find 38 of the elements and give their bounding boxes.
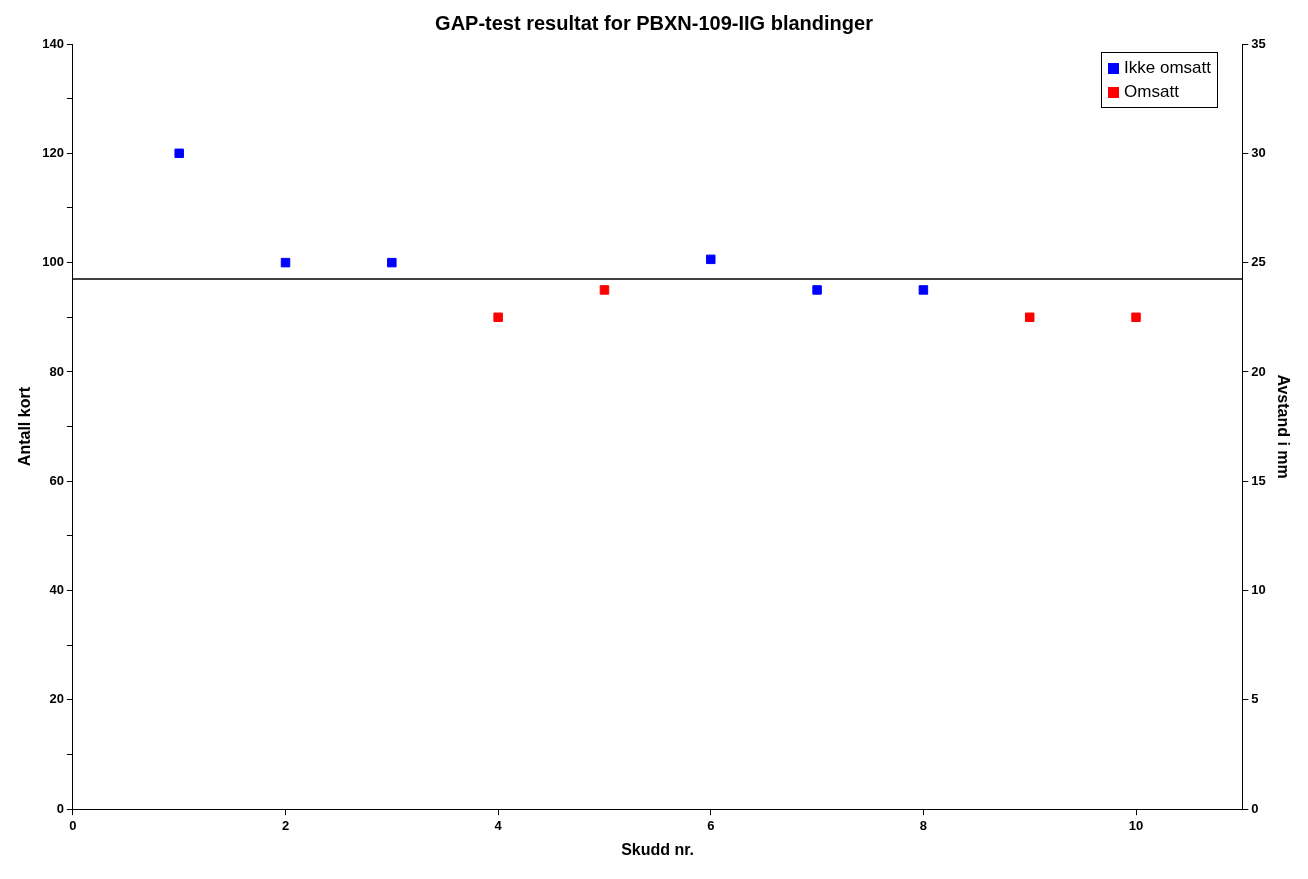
point bbox=[1024, 312, 1035, 323]
y-tick-label: 20 bbox=[49, 691, 64, 707]
x-tick-label: 6 bbox=[707, 817, 715, 833]
point bbox=[812, 285, 822, 295]
y-axis-title: Antall kort bbox=[16, 386, 34, 467]
y2-tick-label: 20 bbox=[1251, 363, 1266, 379]
y2-axis-title: Avstand i mm bbox=[1274, 374, 1292, 479]
point bbox=[1131, 312, 1141, 323]
y-tick-label: 140 bbox=[42, 35, 64, 51]
y-tick-label: 60 bbox=[49, 472, 64, 488]
y-tick-label: 40 bbox=[49, 582, 64, 598]
point bbox=[599, 285, 610, 295]
legend-label: Omsatt bbox=[1124, 81, 1179, 103]
x-axis-title: Skudd nr. bbox=[621, 840, 695, 858]
y2-tick-label: 10 bbox=[1251, 582, 1266, 598]
y2-tick-label: 5 bbox=[1251, 691, 1259, 707]
y2-tick-label: 30 bbox=[1251, 144, 1266, 160]
point bbox=[706, 254, 716, 265]
point bbox=[174, 148, 184, 159]
chart-title: GAP-test resultat for PBXN-109-IIG blandinger bbox=[435, 11, 874, 34]
y2-tick-label: 35 bbox=[1251, 35, 1266, 51]
y2-tick-label: 0 bbox=[1251, 800, 1259, 816]
point bbox=[280, 257, 291, 268]
x-tick-label: 8 bbox=[919, 817, 928, 833]
x-tick-label: 10 bbox=[1128, 817, 1144, 833]
point bbox=[918, 285, 929, 295]
x-tick-label: 0 bbox=[69, 817, 77, 833]
y2-tick-label: 15 bbox=[1251, 472, 1266, 488]
point bbox=[493, 312, 503, 323]
y-tick-label: 120 bbox=[42, 144, 64, 160]
point bbox=[387, 257, 397, 268]
y-tick-label: 0 bbox=[56, 800, 64, 816]
y-tick-label: 80 bbox=[49, 363, 64, 379]
legend-label: Ikke omsatt bbox=[1124, 57, 1211, 79]
y2-tick-label: 25 bbox=[1251, 254, 1266, 270]
x-tick-label: 4 bbox=[494, 817, 503, 833]
y-tick-label: 100 bbox=[42, 254, 64, 270]
x-tick-label: 2 bbox=[281, 817, 290, 833]
